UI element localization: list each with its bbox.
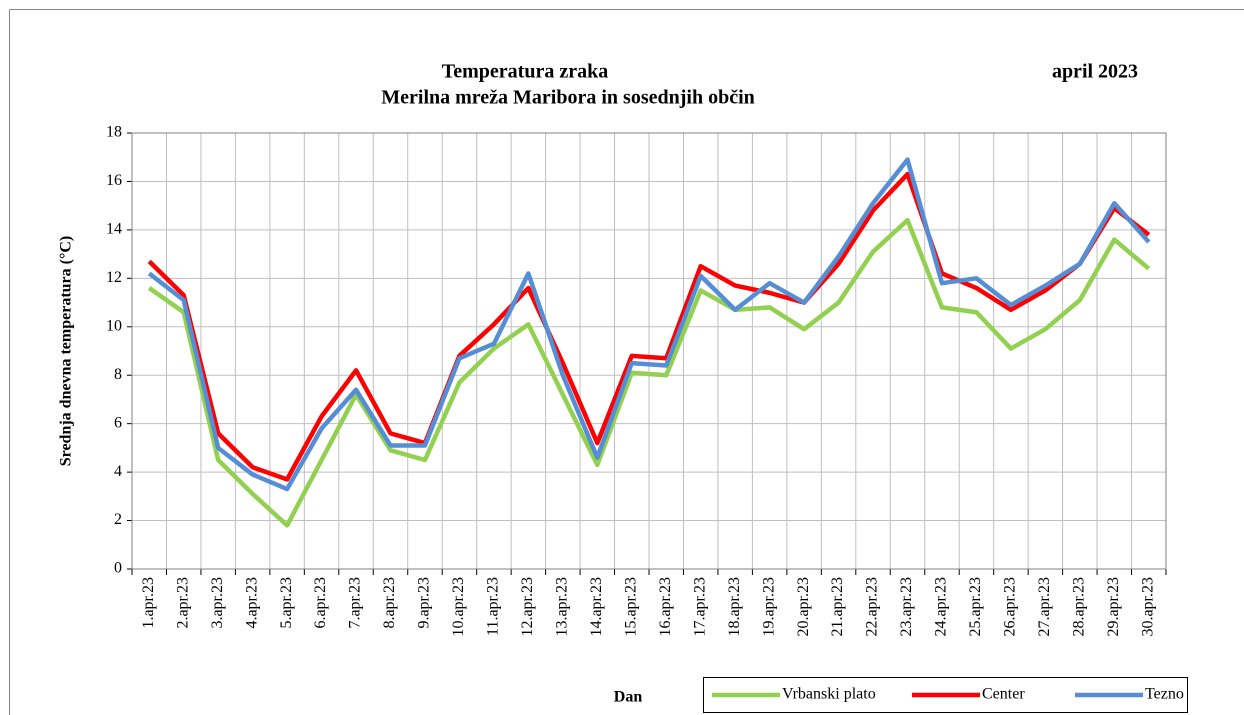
- y-tick-label: 6: [114, 414, 122, 431]
- x-tick-label: 24.apr.23: [933, 577, 950, 637]
- x-tick-label: 4.apr.23: [243, 577, 260, 629]
- x-tick-label: 27.apr.23: [1036, 577, 1053, 637]
- annotation: april 2023: [1052, 61, 1138, 83]
- x-tick-label: 3.apr.23: [209, 577, 226, 629]
- line-series: [147, 217, 1151, 528]
- legend-label: Center: [982, 686, 1025, 703]
- x-tick-label: 30.apr.23: [1139, 577, 1156, 637]
- y-tick-label: 0: [114, 560, 122, 577]
- x-tick-label: 23.apr.23: [898, 577, 915, 637]
- x-tick-label: 13.apr.23: [554, 577, 571, 637]
- legend-label: Vrbanski plato: [782, 686, 876, 703]
- x-tick-label: 26.apr.23: [1002, 577, 1019, 637]
- y-tick-label: 16: [106, 172, 122, 189]
- y-tick-label: 8: [114, 366, 122, 383]
- x-tick-label: 28.apr.23: [1071, 577, 1088, 637]
- x-tick-label: 10.apr.23: [450, 577, 467, 637]
- x-tick-label: 9.apr.23: [416, 577, 433, 629]
- y-tick-label: 12: [106, 269, 122, 286]
- y-tick-label: 2: [114, 511, 122, 528]
- x-tick-label: 6.apr.23: [312, 577, 329, 629]
- y-tick-label: 14: [106, 221, 122, 238]
- x-tick-label: 16.apr.23: [657, 577, 674, 637]
- line-series: [147, 171, 1151, 482]
- x-axis-label: Dan: [614, 689, 643, 706]
- x-tick-label: 5.apr.23: [278, 577, 295, 629]
- x-tick-label: 15.apr.23: [622, 577, 639, 637]
- x-tick-label: 1.apr.23: [140, 577, 157, 629]
- x-tick-label: 25.apr.23: [967, 577, 984, 637]
- x-tick-label: 11.apr.23: [485, 577, 502, 636]
- x-tick-label: 2.apr.23: [174, 577, 191, 629]
- chart-subtitle: Merilna mreža Maribora in sosednjih obči…: [381, 87, 755, 109]
- x-tick-label: 21.apr.23: [829, 577, 846, 637]
- line-series: [147, 157, 1151, 492]
- y-tick-label: 10: [106, 317, 122, 334]
- x-tick-label: 19.apr.23: [760, 577, 777, 637]
- y-tick-label: 18: [106, 124, 122, 141]
- plot-border: [131, 132, 1167, 570]
- x-tick-label: 29.apr.23: [1105, 577, 1122, 637]
- x-tick-label: 18.apr.23: [726, 577, 743, 637]
- x-tick-label: 8.apr.23: [381, 577, 398, 629]
- y-tick-label: 4: [114, 463, 122, 480]
- y-axis-label: Srednja dnevna temperatura (°C): [58, 236, 75, 467]
- x-tick-label: 22.apr.23: [864, 577, 881, 637]
- x-tick-label: 14.apr.23: [588, 577, 605, 637]
- x-tick-label: 12.apr.23: [519, 577, 536, 637]
- chart-title: Temperatura zraka: [442, 61, 608, 83]
- x-tick-label: 7.apr.23: [347, 577, 364, 629]
- x-tick-label: 17.apr.23: [691, 577, 708, 637]
- x-tick-label: 20.apr.23: [795, 577, 812, 637]
- legend-label: Tezno: [1145, 686, 1184, 703]
